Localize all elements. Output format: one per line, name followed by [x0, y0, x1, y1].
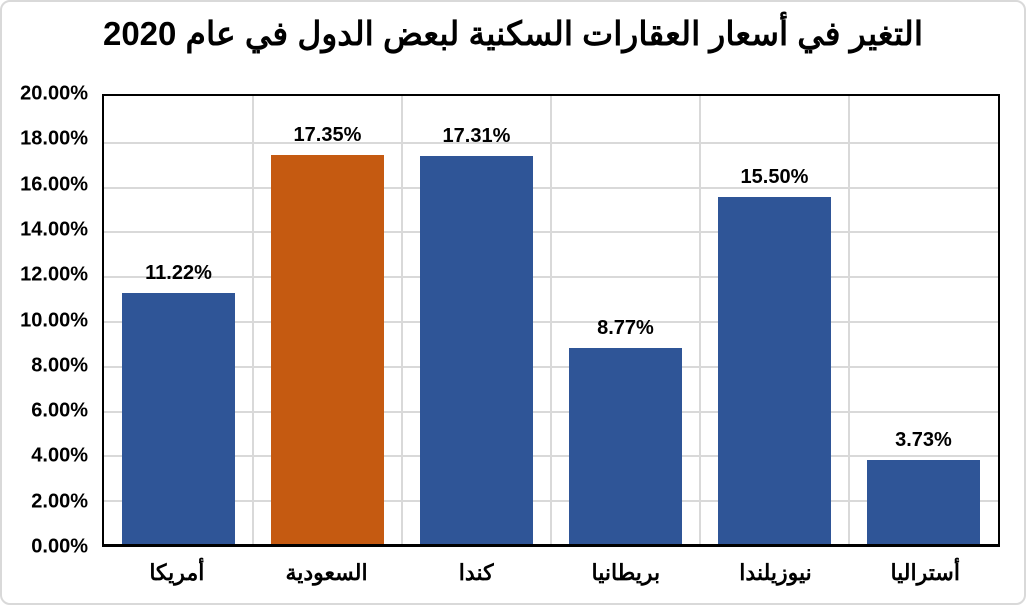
bar-value-label: 15.50%	[740, 165, 809, 188]
y-axis-tick-label: 6.00%	[31, 399, 88, 422]
x-axis-category-label: نيوزيلندا	[739, 560, 812, 585]
x-axis-category-label: السعودية	[285, 560, 368, 585]
vertical-gridline	[848, 96, 850, 544]
category-slot: 17.35%	[253, 96, 402, 544]
category-slot: 11.22%	[104, 96, 253, 544]
bar-6[interactable]	[866, 460, 981, 544]
vertical-gridline	[400, 96, 403, 544]
x-axis-category-labels: أمريكا السعودية كندا بريطانيا نيوزيلندا أسترا…	[102, 554, 1000, 594]
bar-1[interactable]	[121, 292, 236, 544]
category-slot: 3.73%	[849, 96, 998, 544]
y-axis-tick-label: 2.00%	[31, 490, 88, 513]
category-slot: 15.50%	[700, 96, 849, 544]
vertical-gridline	[698, 96, 701, 544]
vertical-gridline	[251, 96, 254, 544]
y-axis-tick-label: 10.00%	[20, 309, 88, 331]
x-axis-category-label: بريطانيا	[591, 560, 661, 585]
vertical-gridline	[550, 96, 552, 544]
bar-value-label: 17.31%	[442, 125, 511, 148]
bar-value-label: 11.22%	[145, 261, 212, 284]
y-axis-tick-label: 14.00%	[20, 218, 88, 241]
chart-title: التغير في أسعار العقارات السكنية لبعض ال…	[102, 15, 924, 52]
bar-value-label: 8.77%	[597, 316, 654, 339]
bar-3[interactable]	[419, 156, 534, 544]
plot-area: 11.22% 17.35% 17.31% 8.77% 15.50% 3.73%	[102, 94, 1000, 547]
x-axis-category-label: أمريكا	[149, 560, 205, 585]
bar-value-label: 17.35%	[293, 124, 362, 147]
bar-value-label: 3.73%	[895, 429, 952, 452]
y-axis-tick-label: 20.00%	[20, 82, 88, 105]
bar-4[interactable]	[568, 347, 683, 544]
y-axis-tick-label: 18.00%	[20, 127, 88, 150]
y-axis-tick-label: 0.00%	[31, 535, 88, 558]
y-axis-tick-label: 4.00%	[31, 444, 88, 467]
y-axis-tick-label: 12.00%	[20, 263, 88, 286]
x-axis-category-label: أستراليا	[890, 560, 960, 585]
category-slot: 8.77%	[551, 96, 700, 544]
x-axis-category-label: كندا	[458, 560, 494, 585]
y-axis-tick-labels: 20.00% 18.00% 16.00% 14.00% 12.00% 10.00% 8.00…	[2, 83, 88, 558]
bar-5[interactable]	[717, 196, 832, 544]
y-axis-tick-label: 8.00%	[31, 354, 88, 377]
bar-2[interactable]	[270, 155, 385, 544]
category-slot: 17.31%	[402, 96, 551, 544]
y-axis-tick-label: 16.00%	[20, 173, 88, 196]
